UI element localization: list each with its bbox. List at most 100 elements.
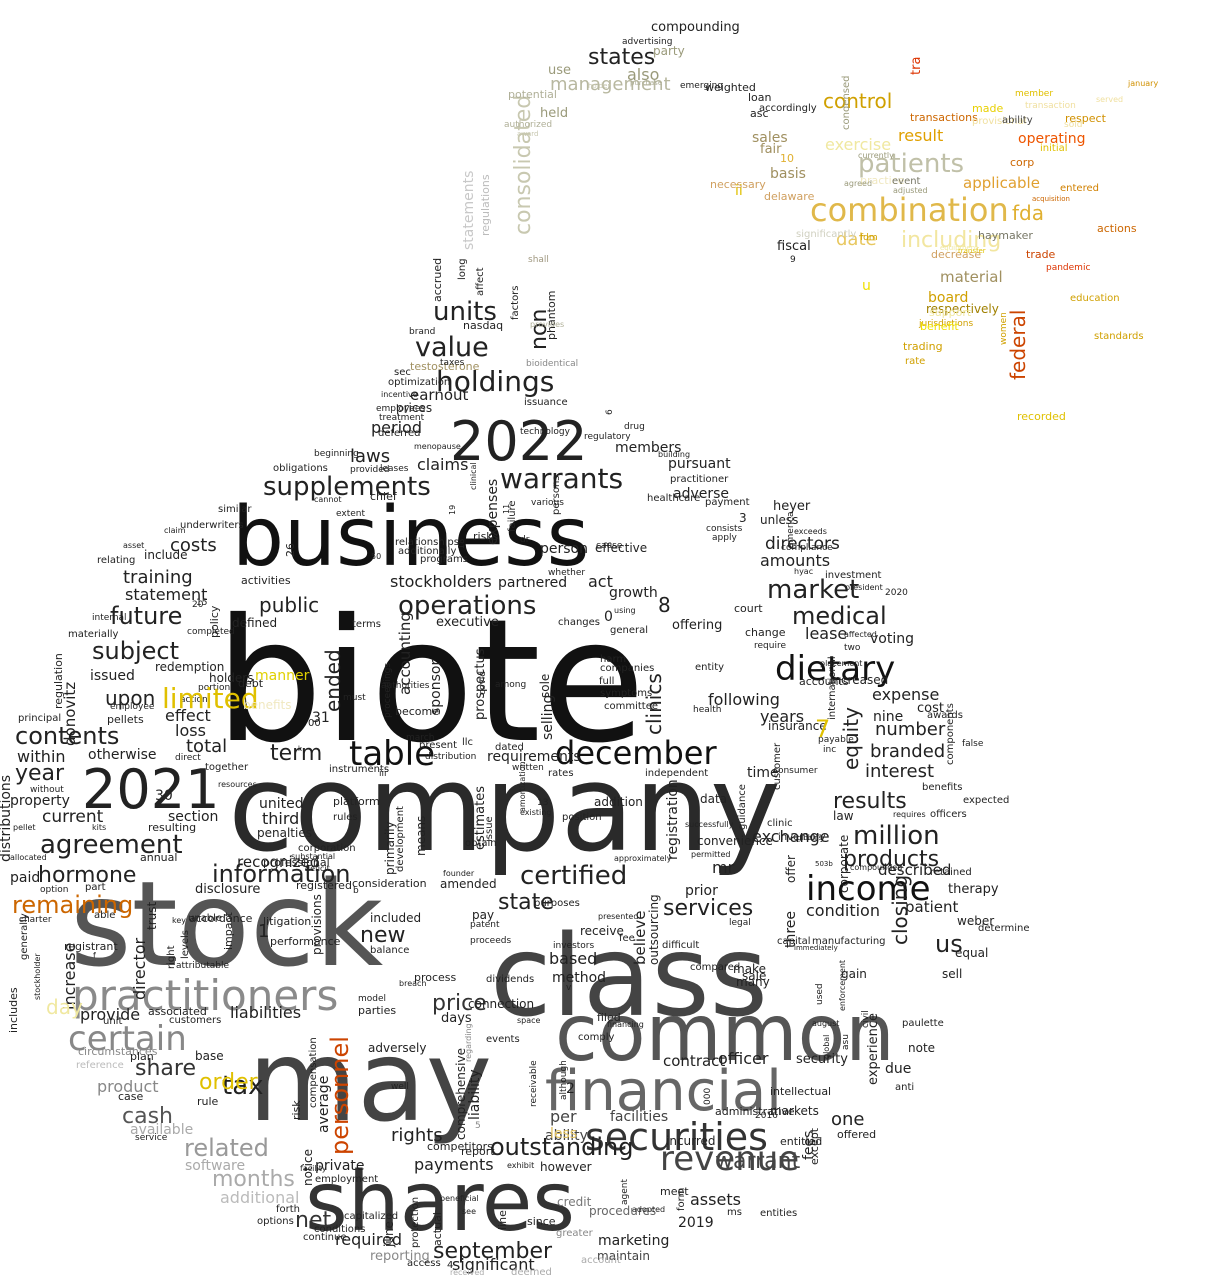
cloud-word: unable: [188, 913, 222, 924]
cloud-word: years: [760, 707, 804, 726]
cloud-word: experience: [866, 1013, 881, 1085]
cloud-word: registration: [665, 779, 681, 860]
cloud-word: awards: [927, 710, 963, 721]
cloud-word: 2022: [450, 410, 587, 473]
cloud-word: relating: [97, 555, 135, 566]
cloud-word: equal: [955, 946, 988, 960]
cloud-word: stockholders: [390, 572, 492, 591]
cloud-word: rights: [391, 1125, 443, 1146]
cloud-word: allocated: [10, 853, 47, 862]
cloud-word: expenses: [485, 479, 501, 545]
cloud-word: paid: [10, 870, 40, 886]
cloud-word: global: [822, 1035, 831, 1059]
cloud-word: average: [316, 1076, 332, 1133]
cloud-word: 4: [447, 1260, 453, 1271]
cloud-word: claims: [417, 455, 468, 474]
cloud-word: gain: [841, 967, 867, 981]
cloud-word: trading: [903, 340, 943, 353]
cloud-word: available: [130, 1122, 193, 1138]
cloud-word: operating: [1018, 131, 1086, 147]
cloud-word: nasdaq: [463, 319, 503, 332]
cloud-word: development: [395, 806, 406, 872]
cloud-word: 18: [457, 539, 466, 549]
cloud-word: performance: [270, 935, 341, 948]
cloud-word: ability: [545, 1128, 588, 1144]
cloud-word: impact: [222, 911, 235, 950]
cloud-word: 5: [475, 1121, 481, 1131]
cloud-word: proceeds: [470, 936, 511, 946]
cloud-word: prospectus: [473, 648, 488, 720]
cloud-word: state: [498, 890, 554, 915]
cloud-word: 26: [284, 543, 297, 557]
cloud-word: affect: [475, 267, 486, 296]
cloud-word: patient: [905, 898, 958, 916]
cloud-word: llc: [462, 737, 473, 748]
cloud-word: 3: [739, 511, 747, 525]
cloud-word: assets: [690, 1190, 741, 1209]
cloud-word: investment: [825, 570, 882, 581]
cloud-word: written: [512, 763, 544, 773]
cloud-word: corporate: [837, 835, 851, 893]
cloud-word: charter: [19, 915, 52, 925]
cloud-word: within: [17, 747, 66, 766]
cloud-word: policy: [208, 605, 221, 638]
cloud-word: certain: [68, 1019, 187, 1059]
cloud-word: employment: [315, 1174, 378, 1185]
cloud-word: false: [962, 739, 984, 749]
cloud-word: consists: [706, 524, 743, 534]
cloud-word: provide: [80, 1005, 140, 1024]
cloud-word: dr: [520, 535, 530, 545]
cloud-word: failure: [507, 500, 518, 532]
cloud-word: per: [550, 1107, 577, 1126]
cloud-word: full: [599, 676, 614, 687]
cloud-word: facilities: [610, 1109, 668, 1125]
cloud-word: general: [610, 625, 648, 636]
cloud-word: september: [433, 1239, 553, 1264]
cloud-word: circumstances: [78, 1045, 158, 1058]
cloud-word: operations: [398, 591, 536, 621]
cloud-word: revenue: [660, 1139, 799, 1179]
cloud-word: case: [118, 1090, 144, 1103]
cloud-word: hormone: [38, 863, 136, 888]
cloud-word: healthcare: [647, 493, 700, 504]
cloud-word: practice: [860, 174, 905, 187]
cloud-word: decrease: [931, 248, 981, 261]
cloud-word: transaction: [1025, 101, 1076, 111]
cloud-word: brand: [409, 327, 435, 337]
cloud-word: fees: [801, 1131, 817, 1160]
cloud-word: related: [184, 1134, 269, 1162]
cloud-word: leases: [380, 464, 409, 474]
cloud-word: limited: [162, 682, 259, 715]
cloud-word: annual: [140, 851, 177, 864]
cloud-word: facility: [300, 1164, 327, 1173]
cloud-word: held: [540, 106, 568, 121]
cloud-word: compliance: [781, 543, 833, 553]
cloud-word: sec: [394, 367, 411, 378]
cloud-word: therapy: [948, 882, 999, 897]
cloud-word: described: [878, 861, 951, 879]
cloud-word: following: [708, 690, 780, 709]
cloud-word: materially: [68, 629, 119, 640]
cloud-word: amounts: [760, 551, 830, 570]
cloud-word: 9: [790, 255, 796, 265]
cloud-word: together: [205, 762, 249, 773]
cloud-word: relationships: [395, 537, 459, 548]
cloud-word: result: [898, 126, 943, 145]
cloud-word: guidance: [737, 784, 748, 830]
cloud-word: various: [531, 498, 564, 508]
cloud-word: contract: [663, 1052, 725, 1070]
cloud-word: committee: [604, 701, 658, 712]
cloud-word: payment: [705, 497, 750, 508]
cloud-word: ms: [727, 1207, 742, 1218]
cloud-word: purposes: [534, 898, 580, 909]
cloud-word: us: [935, 930, 963, 958]
cloud-word: menopause: [414, 442, 461, 451]
cloud-word: date: [836, 229, 877, 250]
cloud-word: statement: [125, 585, 207, 604]
cloud-word: provisions: [310, 894, 324, 955]
cloud-word: selling: [540, 695, 556, 740]
cloud-word: transactions: [910, 111, 978, 124]
cloud-word: practitioner: [670, 474, 729, 485]
cloud-word: months: [212, 1167, 295, 1192]
cloud-word: many: [736, 975, 770, 989]
